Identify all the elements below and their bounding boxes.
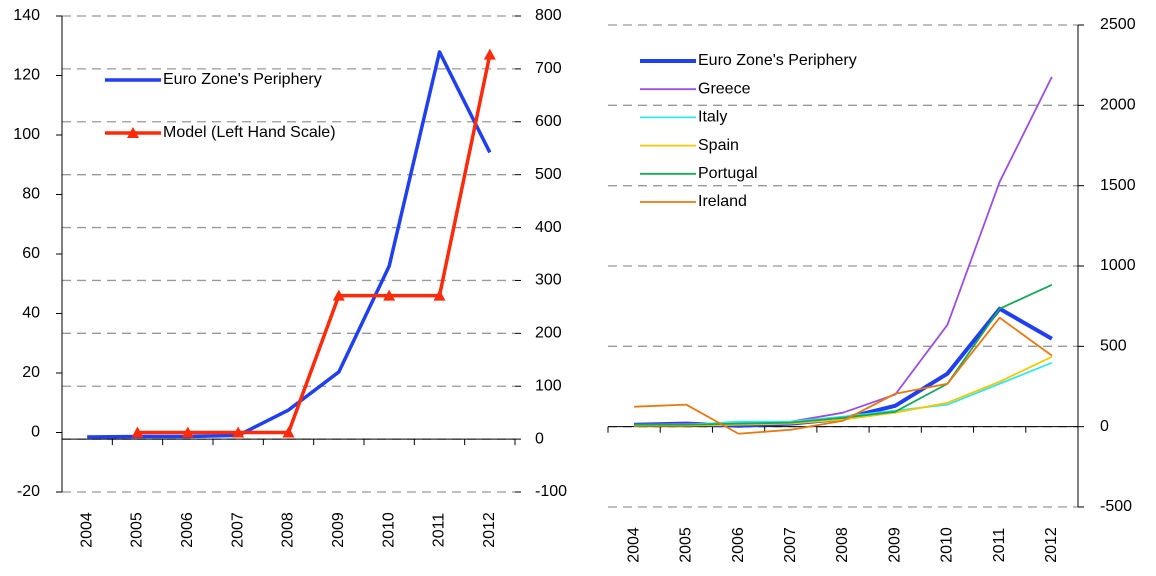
series-line: [137, 54, 492, 435]
y-tick-label: 120: [13, 67, 40, 84]
x-tick-label: 2009: [886, 527, 903, 563]
y-tick-label: -500: [1100, 498, 1132, 515]
x-tick-label: 2011: [991, 528, 1008, 563]
y-tick-label: 0: [31, 424, 40, 441]
marker: [232, 426, 245, 438]
y2-tick-label: 500: [535, 166, 562, 183]
x-tick-label: 2005: [129, 512, 146, 548]
x-tick-label: 2010: [380, 512, 397, 548]
legend-label: Italy: [698, 109, 727, 126]
y-tick-label: 500: [1100, 338, 1127, 355]
marker: [332, 289, 345, 301]
y2-tick-label: -100: [535, 483, 567, 500]
y-tick-label: 80: [22, 186, 40, 203]
marker: [131, 426, 144, 438]
marker: [282, 426, 295, 438]
legend-label: Ireland: [698, 193, 747, 210]
series-line: [634, 361, 1053, 426]
y-tick-label: 100: [13, 126, 40, 143]
series-line: [87, 50, 492, 439]
series-line: [634, 316, 1053, 435]
x-tick-label: 2006: [179, 512, 196, 548]
x-tick-label: 2004: [78, 512, 95, 548]
y-tick-label: 20: [22, 364, 40, 381]
marker: [181, 426, 194, 438]
legend-marker: [127, 127, 139, 138]
x-tick-label: 2007: [782, 527, 799, 563]
x-tick-label: 2004: [625, 527, 642, 563]
series-line: [634, 355, 1053, 427]
y-tick-label: 1000: [1100, 257, 1136, 274]
legend-label: Model (Left Hand Scale): [163, 124, 336, 141]
x-tick-label: 2010: [939, 527, 956, 563]
marker: [433, 289, 446, 301]
y2-tick-label: 800: [535, 7, 562, 24]
y2-tick-label: 200: [535, 325, 562, 342]
y2-tick-label: 100: [535, 377, 562, 394]
marker: [383, 289, 396, 301]
legend-label: Spain: [698, 137, 739, 154]
legend-label: Euro Zone's Periphery: [163, 71, 322, 88]
y2-tick-label: 400: [535, 219, 562, 236]
y2-tick-label: 700: [535, 60, 562, 77]
series-line: [634, 306, 1053, 428]
legend-label: Euro Zone's Periphery: [698, 52, 857, 69]
y2-tick-label: 600: [535, 113, 562, 130]
y-tick-label: -20: [17, 483, 40, 500]
x-tick-label: 2005: [678, 527, 695, 563]
x-tick-label: 2012: [481, 512, 498, 548]
y-tick-label: 0: [1100, 418, 1109, 435]
x-tick-label: 2007: [229, 512, 246, 548]
x-tick-label: 2006: [730, 527, 747, 563]
x-tick-label: 2008: [280, 512, 297, 548]
y-tick-label: 60: [22, 245, 40, 262]
y-tick-label: 40: [22, 305, 40, 322]
x-tick-label: 2012: [1043, 527, 1060, 563]
y-tick-label: 140: [13, 7, 40, 24]
legend-label: Greece: [698, 80, 751, 97]
y2-tick-label: 300: [535, 272, 562, 289]
x-tick-label: 2009: [330, 512, 347, 548]
y2-tick-label: 0: [535, 430, 544, 447]
x-tick-label: 2011: [431, 513, 448, 548]
series-line: [634, 283, 1053, 426]
x-tick-label: 2008: [834, 527, 851, 563]
y-tick-label: 2000: [1100, 97, 1136, 114]
marker: [483, 48, 496, 60]
legend-label: Portugal: [698, 165, 758, 182]
y-tick-label: 2500: [1100, 16, 1136, 33]
series-line: [634, 76, 1053, 426]
y-tick-label: 1500: [1100, 177, 1136, 194]
